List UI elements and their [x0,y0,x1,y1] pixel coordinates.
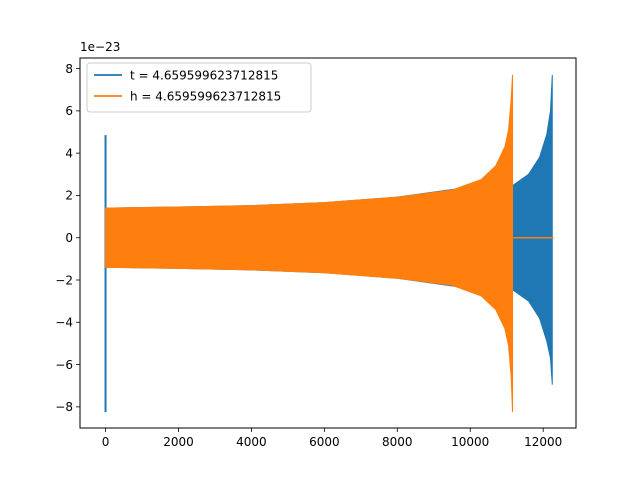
y-tick-label: −4 [55,316,73,330]
x-tick-label: 0 [102,435,110,449]
legend: t = 4.659599623712815 h = 4.659599623712… [86,62,312,113]
x-axis: 0 2000 4000 6000 8000 10000 12000 [102,428,562,449]
series-layer [104,74,554,413]
y-tick-label: 4 [65,146,73,160]
legend-label-h: h = 4.659599623712815 [130,90,281,104]
legend-label-t: t = 4.659599623712815 [130,69,278,83]
x-tick-label: 12000 [524,435,562,449]
y-tick-label: 6 [65,104,73,118]
y-tick-label: 8 [65,62,73,76]
x-tick-label: 4000 [236,435,267,449]
y-tick-label: 2 [65,189,73,203]
legend-box [86,62,312,113]
y-axis: −8 −6 −4 −2 0 2 4 6 8 [55,62,80,414]
series-1-envelope [105,74,514,413]
y-tick-label: −8 [55,400,73,414]
y-tick-label: 0 [65,231,73,245]
x-tick-label: 8000 [382,435,413,449]
x-tick-label: 2000 [163,435,194,449]
series-1 [105,74,554,413]
x-tick-label: 10000 [451,435,489,449]
y-tick-label: −6 [55,358,73,372]
x-tick-label: 6000 [309,435,340,449]
y-tick-label: −2 [55,273,73,287]
plot-frame [79,57,577,429]
y-offset-label: 1e−23 [80,40,120,54]
